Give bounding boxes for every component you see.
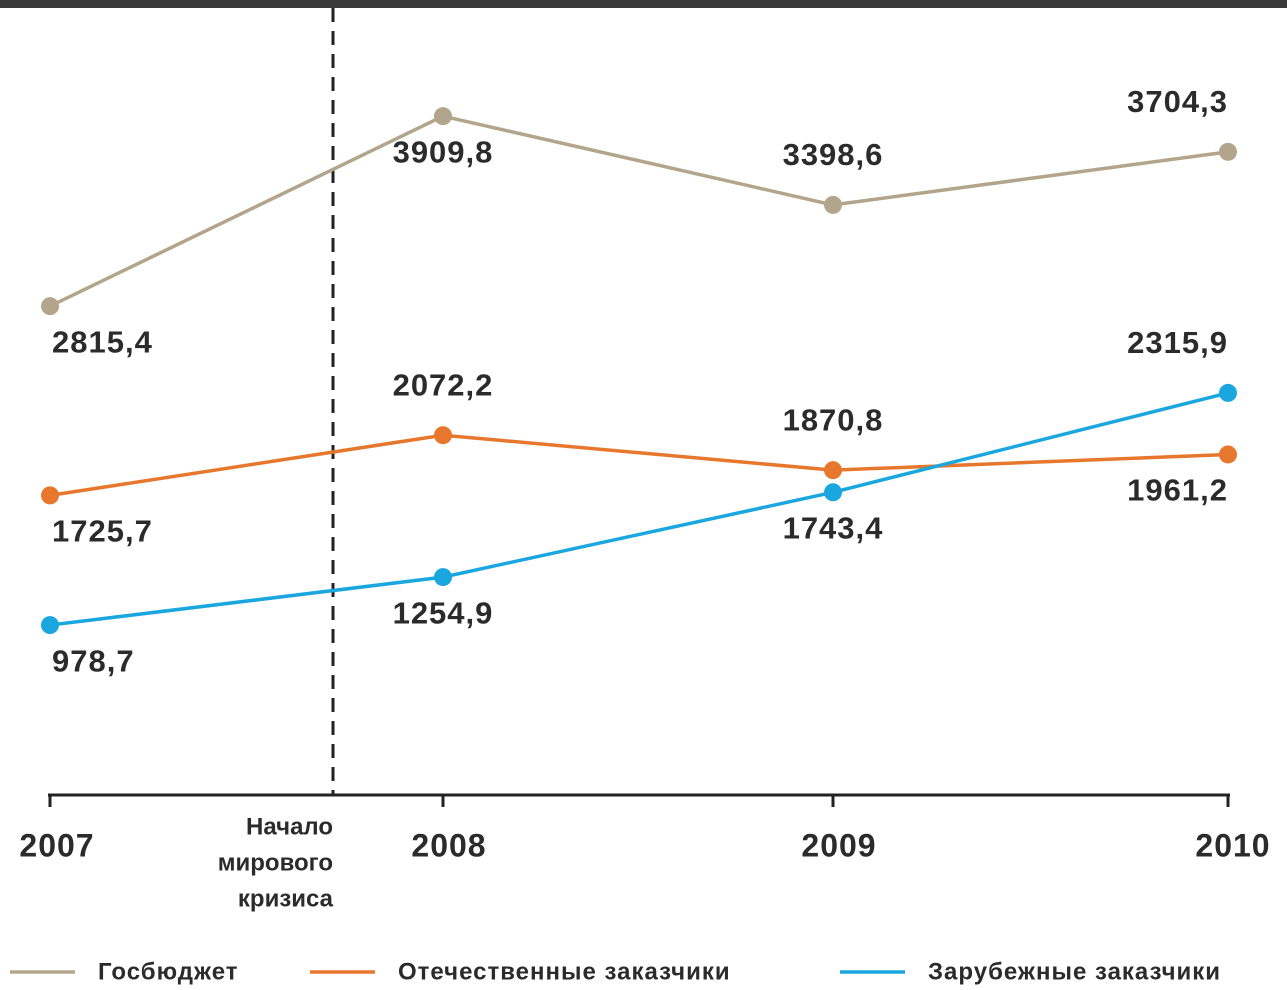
- legend-label: Зарубежные заказчики: [928, 958, 1221, 985]
- x-tick-label: 2008: [411, 827, 486, 863]
- point: [41, 297, 59, 316]
- data-label: 2315,9: [1127, 325, 1228, 360]
- point: [824, 461, 842, 480]
- data-label: 978,7: [52, 643, 135, 678]
- legend-label: Госбюджет: [98, 958, 239, 985]
- point: [824, 195, 842, 214]
- data-label: 1725,7: [52, 514, 153, 549]
- series-line: [49, 391, 1229, 627]
- annotation: кризиса: [238, 885, 334, 912]
- x-tick-label: 2010: [1195, 827, 1270, 863]
- point: [1219, 445, 1237, 464]
- point: [434, 107, 452, 126]
- annotation: мирового: [218, 849, 333, 876]
- data-label: 3704,3: [1127, 84, 1228, 119]
- series-line: [49, 433, 1229, 498]
- legend-label: Отечественные заказчики: [398, 958, 731, 985]
- data-label: 1961,2: [1127, 473, 1228, 508]
- series-line: [49, 114, 1229, 308]
- data-label: 1254,9: [393, 595, 494, 630]
- point: [41, 486, 59, 505]
- x-tick-label: 2007: [19, 827, 94, 863]
- data-label: 3909,8: [393, 134, 494, 169]
- top-bar: [0, 0, 1287, 8]
- data-label: 1743,4: [783, 510, 884, 545]
- annotation: Начало: [246, 813, 333, 840]
- data-label: 3398,6: [783, 137, 884, 172]
- data-label: 2815,4: [52, 324, 153, 359]
- data-label: 1870,8: [783, 402, 884, 437]
- data-label: 2072,2: [393, 367, 494, 402]
- point: [434, 426, 452, 445]
- x-tick-label: 2009: [801, 827, 876, 863]
- point: [1219, 383, 1237, 402]
- point: [824, 483, 842, 502]
- point: [41, 616, 59, 635]
- point: [434, 568, 452, 587]
- point: [1219, 142, 1237, 161]
